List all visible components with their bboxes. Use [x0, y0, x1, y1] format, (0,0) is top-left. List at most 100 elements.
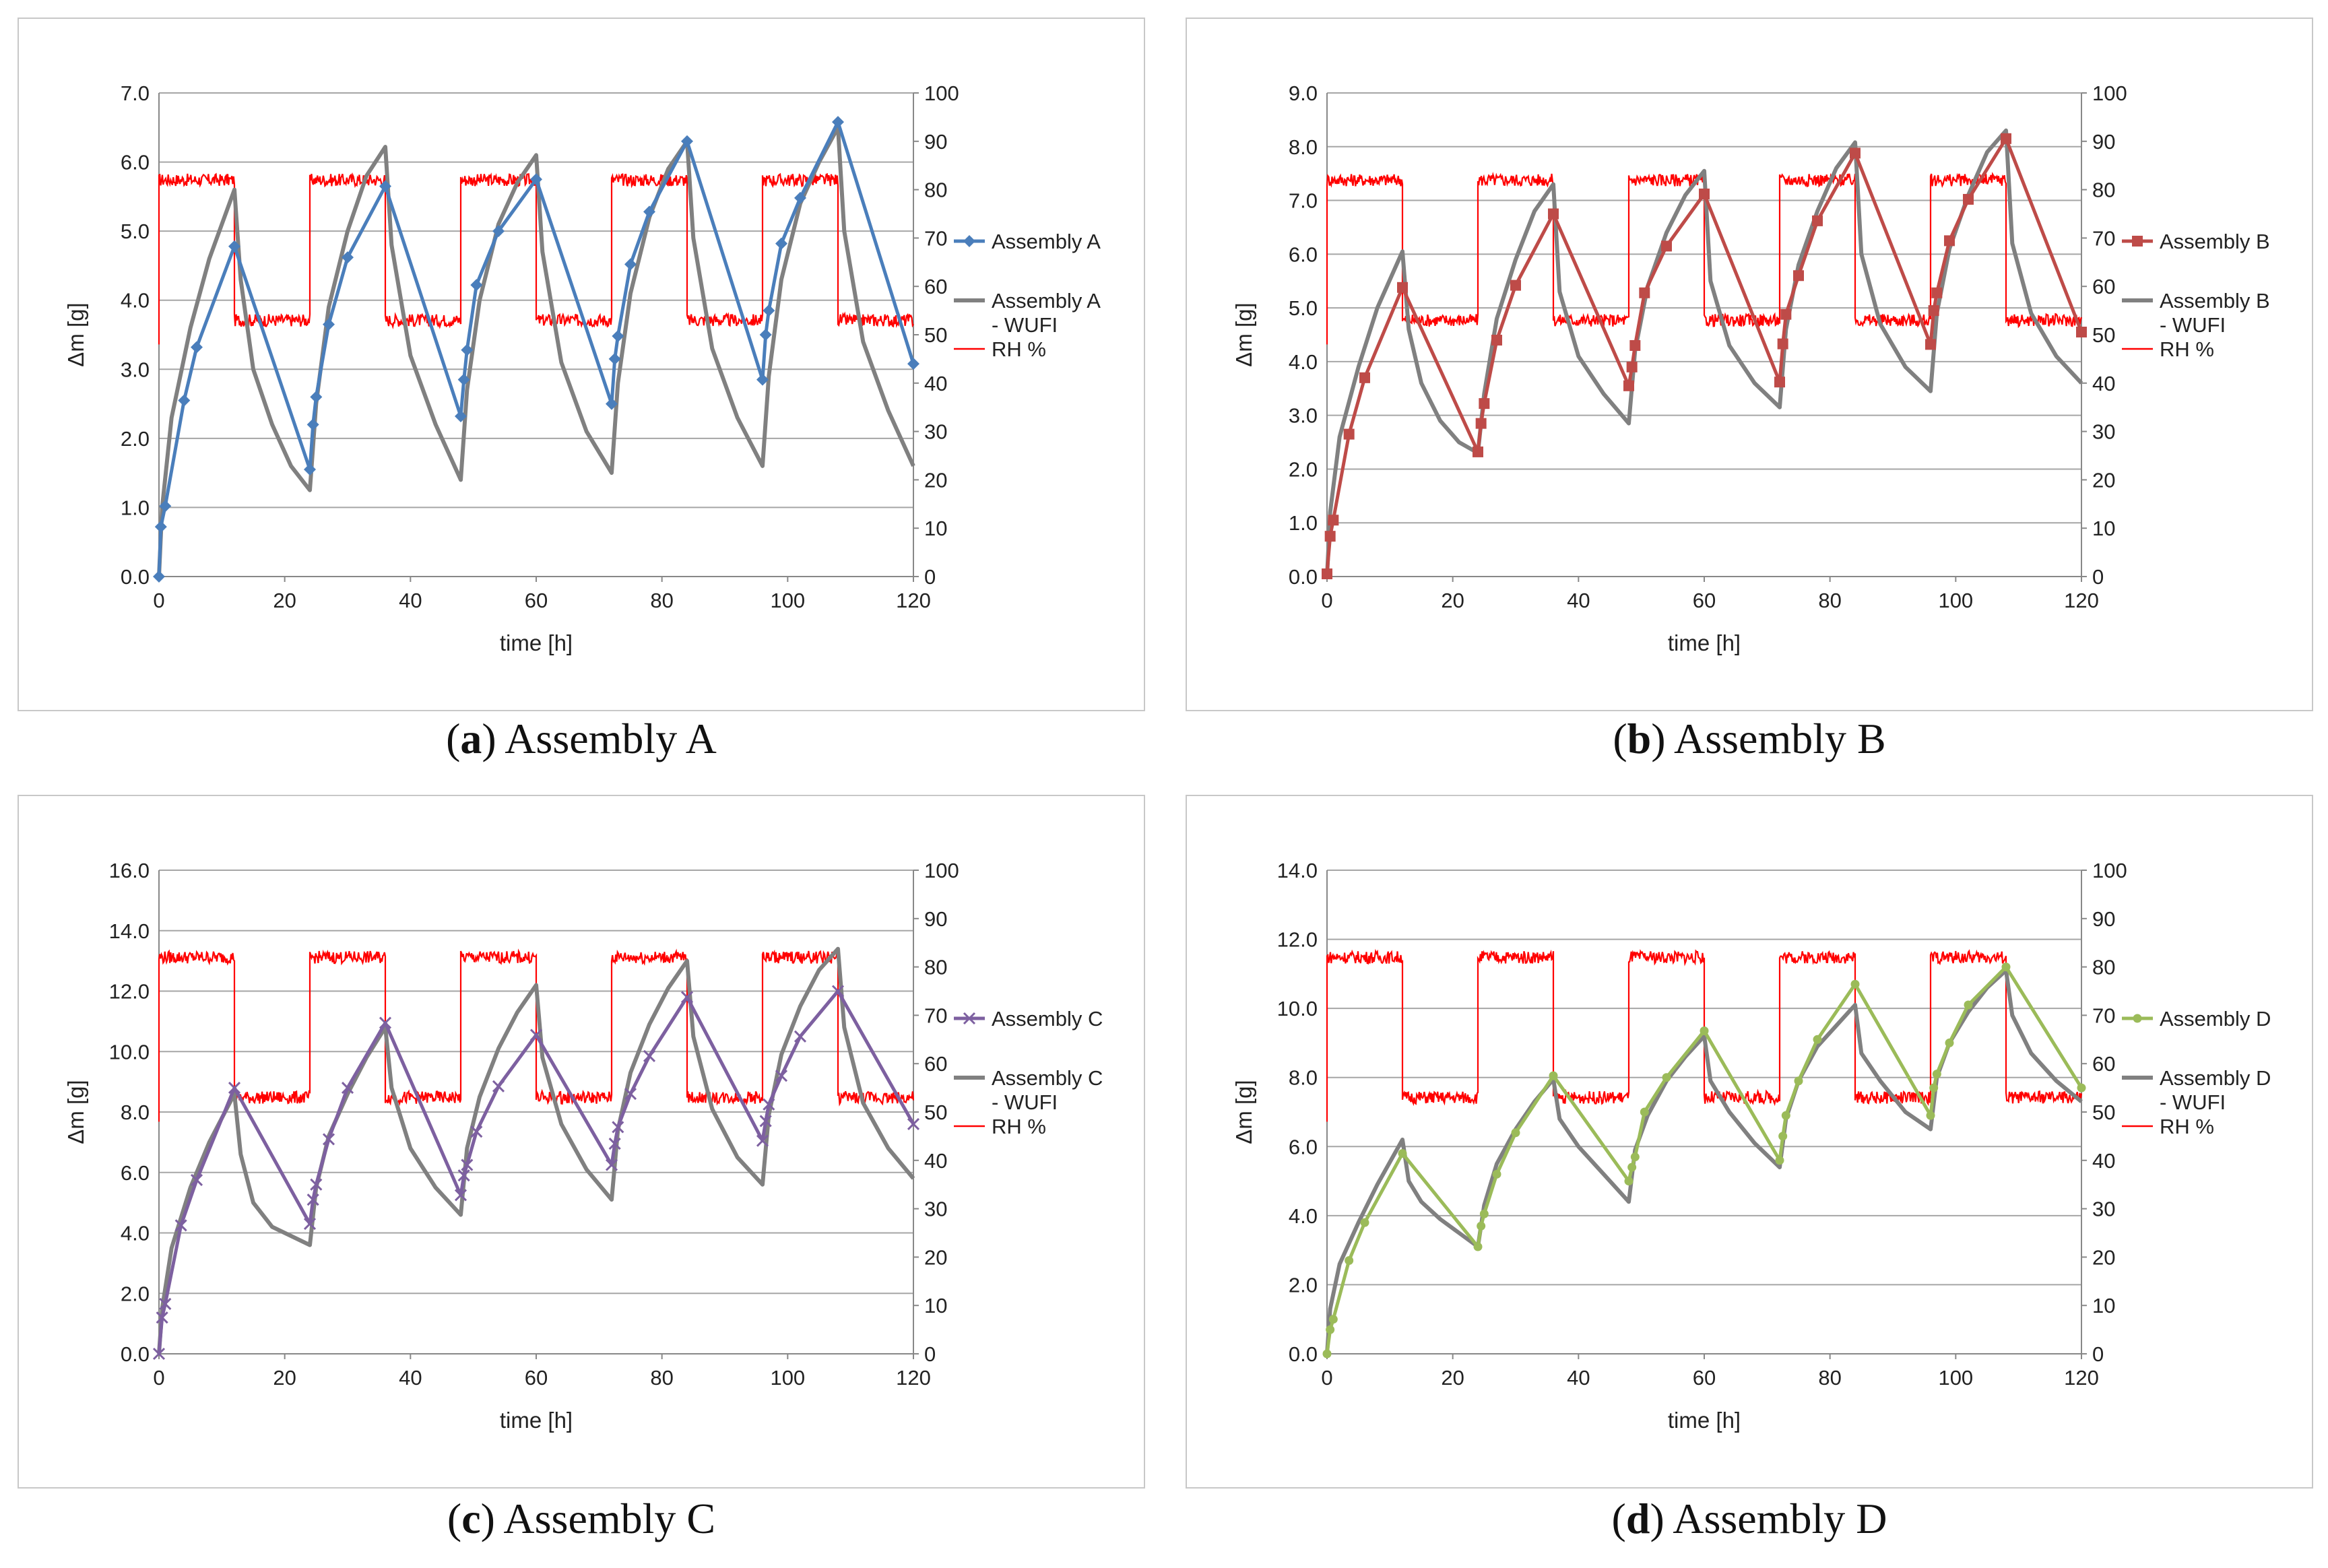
- y-tick-label: 0.0: [121, 1342, 150, 1366]
- data-point: [1963, 193, 1974, 205]
- x-tick-label: 20: [273, 589, 296, 612]
- y-tick-label: 4.0: [1289, 1204, 1318, 1228]
- y2-tick-label: 10: [2092, 1294, 2115, 1317]
- data-point: [1662, 1073, 1671, 1082]
- x-tick-label: 40: [1567, 589, 1590, 612]
- y-tick-label: 7.0: [121, 81, 150, 105]
- y2-tick-label: 80: [2092, 178, 2115, 202]
- y-tick-label: 2.0: [1289, 1273, 1318, 1297]
- y2-tick-label: 70: [924, 226, 947, 250]
- data-point: [1359, 372, 1370, 383]
- data-point: [1640, 1107, 1649, 1117]
- y-tick-label: 3.0: [1289, 404, 1318, 428]
- data-point: [1479, 398, 1490, 410]
- data-point: [174, 1219, 187, 1232]
- y2-tick-label: 90: [2092, 130, 2115, 154]
- x-tick-label: 60: [1693, 589, 1716, 612]
- data-point: [2001, 133, 2011, 144]
- data-point: [492, 1080, 505, 1092]
- data-point: [1398, 1149, 1407, 1158]
- caption-a: (a) Assembly A: [446, 715, 717, 762]
- data-point: [775, 1070, 788, 1082]
- data-point: [1813, 1035, 1822, 1044]
- x-tick-label: 0: [153, 589, 164, 612]
- x-tick-label: 0: [153, 1366, 164, 1390]
- data-point: [310, 1178, 323, 1191]
- y2-tick-label: 100: [2092, 81, 2127, 105]
- y-tick-label: 14.0: [1277, 859, 1318, 882]
- y-tick-label: 10.0: [1277, 997, 1318, 1020]
- data-point: [190, 1173, 203, 1187]
- chart-assembly-a: 0.0 1.0 2.0 3.0 4.0 5.0 6.0 7.0 0 10 20 30 40 50 60 70 8…: [63, 81, 1101, 655]
- data-point: [907, 358, 919, 370]
- data-point: [2077, 1083, 2086, 1092]
- x-tick-label: 0: [1321, 589, 1332, 612]
- data-point: [341, 1082, 354, 1095]
- data-point: [1473, 1242, 1483, 1251]
- y2-tick-label: 10: [924, 517, 947, 540]
- data-point: [643, 205, 655, 218]
- x-tick-label: 40: [399, 589, 422, 612]
- legend-marker-measured: [2133, 1014, 2142, 1023]
- legend-label-wufi-suffix: - WUFI: [2160, 1090, 2226, 1114]
- data-point: [1475, 418, 1487, 429]
- y2-tick-label: 50: [2092, 1101, 2115, 1124]
- data-point: [152, 1347, 166, 1361]
- data-point: [156, 1311, 168, 1324]
- data-point: [228, 1082, 241, 1095]
- x-tick-label: 60: [525, 589, 548, 612]
- y2-tick-label: 60: [924, 1052, 947, 1076]
- data-point: [470, 1125, 483, 1138]
- data-point: [1324, 531, 1336, 542]
- caption-c: (c) Assembly C: [447, 1495, 716, 1542]
- data-point: [322, 1133, 335, 1146]
- legend-label-wufi-suffix: - WUFI: [992, 313, 1058, 337]
- data-point: [530, 173, 542, 186]
- data-point: [1775, 1156, 1784, 1165]
- legend-label-wufi-suffix: - WUFI: [992, 1090, 1058, 1114]
- data-point: [1931, 287, 1943, 298]
- x-tick-label: 120: [896, 1366, 931, 1390]
- x-tick-label: 120: [2064, 1366, 2099, 1390]
- data-point: [303, 1217, 317, 1231]
- data-point: [457, 373, 470, 386]
- y-tick-label: 6.0: [121, 1161, 150, 1185]
- y-tick-label: 4.0: [1289, 350, 1318, 374]
- data-point: [492, 225, 505, 238]
- caption-letter: b: [1627, 715, 1652, 762]
- legend-label-rh: RH %: [992, 337, 1046, 361]
- data-point: [1850, 979, 1860, 989]
- data-point: [1492, 1169, 1501, 1179]
- y2-tick-label: 40: [2092, 372, 2115, 395]
- y2-tick-label: 70: [2092, 1004, 2115, 1027]
- wufi-series-line: [157, 125, 915, 577]
- y-tick-label: 0.0: [1289, 1342, 1318, 1366]
- y2-tick-label: 70: [2092, 226, 2115, 250]
- data-point: [1925, 339, 1936, 350]
- legend-label-measured: Assembly B: [2160, 230, 2270, 253]
- data-point: [831, 985, 845, 998]
- y-tick-label: 14.0: [109, 919, 150, 943]
- data-point: [1944, 235, 1955, 247]
- x-tick-label: 120: [2064, 589, 2099, 612]
- data-point: [1932, 1070, 1941, 1079]
- x-axis-title: time [h]: [1668, 1408, 1741, 1433]
- caption-text: Assembly B: [1674, 715, 1886, 762]
- data-point: [1850, 148, 1861, 159]
- y-tick-label: 12.0: [109, 980, 150, 1004]
- x-tick-label: 80: [650, 589, 673, 612]
- y2-tick-label: 20: [2092, 1245, 2115, 1269]
- x-tick-label: 60: [525, 1366, 548, 1390]
- data-point: [1477, 1221, 1486, 1231]
- y-tick-label: 3.0: [121, 358, 150, 381]
- y2-tick-label: 0: [2092, 565, 2104, 589]
- y-tick-label: 16.0: [109, 859, 150, 882]
- y-tick-label: 1.0: [121, 496, 150, 519]
- x-tick-label: 100: [1938, 1366, 1973, 1390]
- legend-label-measured: Assembly C: [992, 1007, 1103, 1031]
- y-tick-label: 4.0: [121, 1222, 150, 1245]
- data-point: [342, 251, 354, 264]
- y2-tick-label: 10: [924, 1294, 947, 1317]
- data-point: [1549, 1071, 1558, 1080]
- data-point: [1328, 1315, 1338, 1324]
